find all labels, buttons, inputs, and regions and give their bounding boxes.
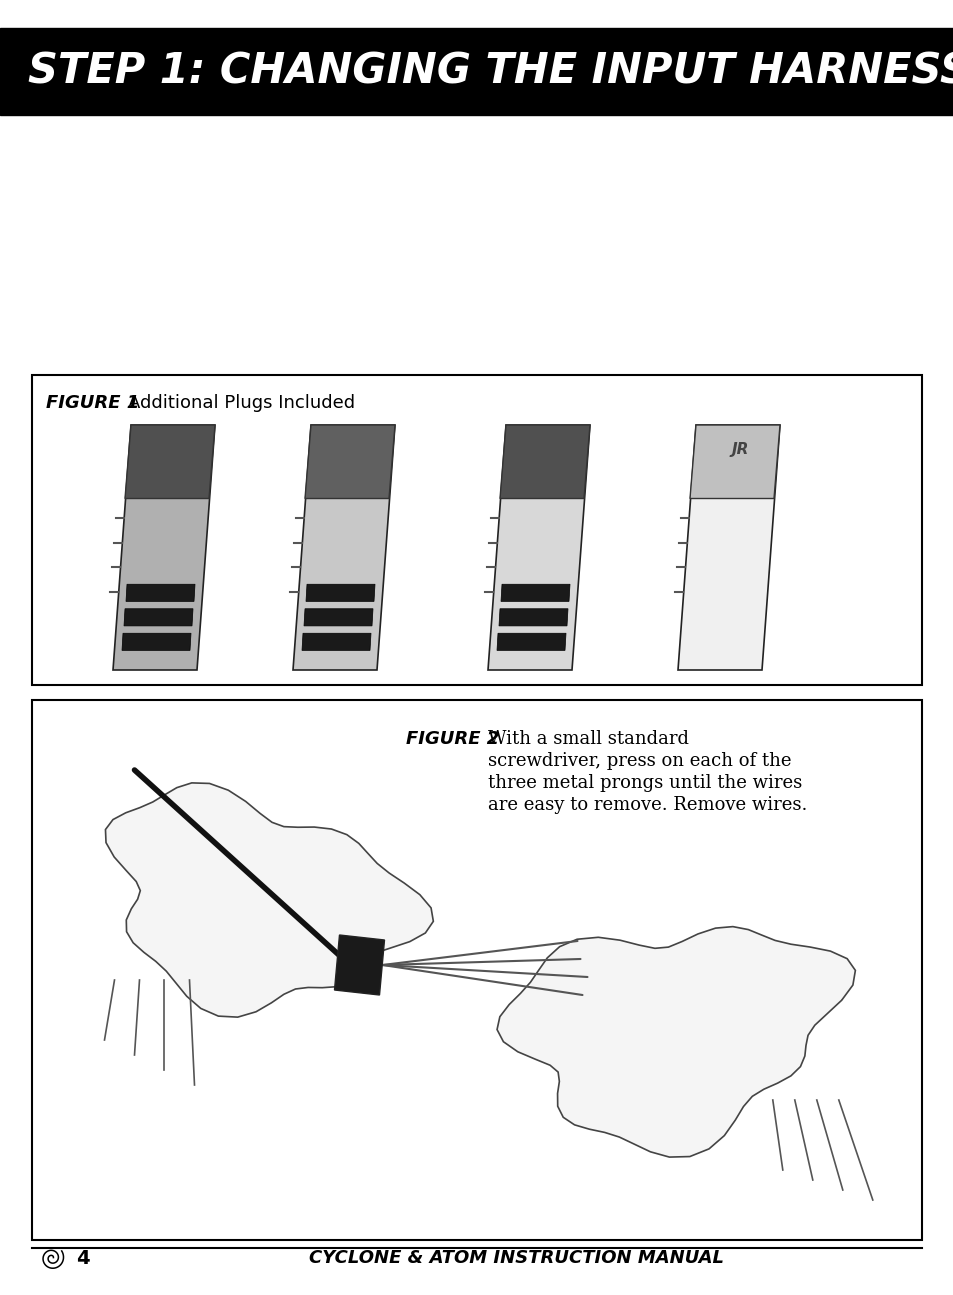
Polygon shape [122,633,191,650]
Text: CYCLONE & ATOM INSTRUCTION MANUAL: CYCLONE & ATOM INSTRUCTION MANUAL [309,1248,723,1267]
Bar [32,701,921,1241]
Polygon shape [497,927,855,1158]
Polygon shape [500,584,569,601]
Text: FIGURE 1: FIGURE 1 [46,394,139,412]
Polygon shape [488,425,589,670]
Text: Additional Plugs Included: Additional Plugs Included [128,394,355,412]
Text: JR: JR [731,442,748,457]
Polygon shape [124,609,193,625]
Text: FIGURE 2: FIGURE 2 [405,730,511,749]
Polygon shape [689,425,780,499]
Polygon shape [678,425,780,670]
Polygon shape [304,609,373,625]
Text: screwdriver, press on each of the: screwdriver, press on each of the [487,752,790,771]
Text: are easy to remove. Remove wires.: are easy to remove. Remove wires. [487,796,806,815]
Polygon shape [498,609,567,625]
Polygon shape [499,425,589,499]
Polygon shape [106,783,433,1017]
Polygon shape [497,633,565,650]
Text: With a small standard: With a small standard [487,730,688,749]
Bar [32,376,921,685]
Polygon shape [126,584,194,601]
Text: 4: 4 [76,1248,90,1268]
Text: three metal prongs until the wires: three metal prongs until the wires [487,774,801,793]
Text: STEP 1: CHANGING THE INPUT HARNESS: STEP 1: CHANGING THE INPUT HARNESS [28,51,953,92]
Polygon shape [302,633,371,650]
Polygon shape [293,425,395,670]
Polygon shape [306,584,375,601]
Bar [0,28,953,115]
Polygon shape [112,425,214,670]
Polygon shape [125,425,214,499]
Polygon shape [305,425,395,499]
Polygon shape [335,935,384,995]
